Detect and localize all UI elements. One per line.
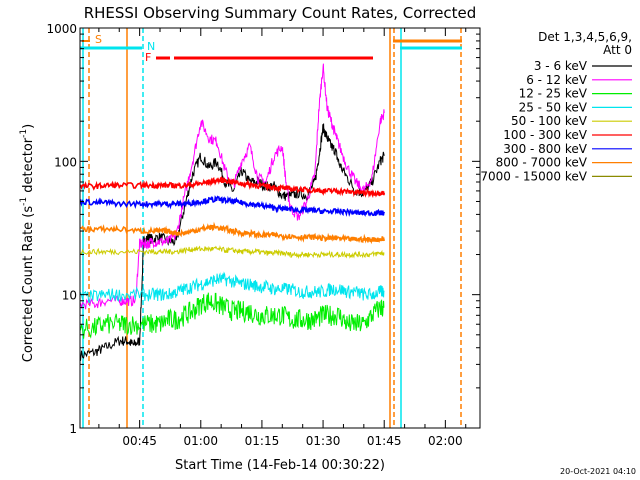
x-tick-label: 01:45 xyxy=(367,434,402,448)
legend-label: 12 - 25 keV xyxy=(519,87,588,101)
legend-label: 25 - 50 keV xyxy=(519,100,588,114)
series-line-100-300kev xyxy=(79,176,385,199)
flag-label-s: S xyxy=(95,33,102,46)
series-layer xyxy=(79,63,385,361)
series-line-800-7000kev xyxy=(80,221,385,245)
y-axis-label: Corrected Count Rate (s-1 detector-1) xyxy=(19,124,36,362)
y-tick-label: 10 xyxy=(62,289,77,303)
x-axis-label: Start Time (14-Feb-14 00:30:22) xyxy=(175,458,385,473)
plot-frame xyxy=(79,27,481,429)
series-line-50-100kev xyxy=(80,245,385,260)
legend-label: 6 - 12 keV xyxy=(526,73,588,87)
legend-label: 50 - 100 keV xyxy=(511,114,588,128)
series-line-25-50kev xyxy=(80,271,385,304)
flag-label-f: F xyxy=(145,51,151,64)
series-line-6-12kev xyxy=(80,63,385,310)
x-tick-label: 01:00 xyxy=(183,434,218,448)
legend-label: 800 - 7000 keV xyxy=(496,156,588,170)
legend-header-line2: Att 0 xyxy=(603,43,632,57)
mode-overlays xyxy=(82,28,462,428)
chart-title: RHESSI Observing Summary Count Rates, Co… xyxy=(84,4,477,22)
legend-label: 300 - 800 keV xyxy=(503,142,587,156)
legend-label: 3 - 6 keV xyxy=(534,59,588,73)
series-line-3-6kev xyxy=(80,123,385,361)
flag-label-n: N xyxy=(147,40,155,53)
flag-bars: S NF xyxy=(80,33,462,64)
x-axis: 00:45 01:00 01:15 01:30 01:45 02:00 xyxy=(98,28,467,448)
y-tick-label: 100 xyxy=(54,155,77,169)
y-tick-label: 1 xyxy=(69,422,77,436)
legend-header-line1: Det 1,3,4,5,6,9, xyxy=(538,30,632,44)
x-tick-label: 01:30 xyxy=(306,434,341,448)
x-tick-label: 02:00 xyxy=(428,434,463,448)
x-tick-label: 01:15 xyxy=(245,434,280,448)
y-tick-label: 1000 xyxy=(46,22,77,36)
legend-label: 100 - 300 keV xyxy=(503,128,587,142)
footer-date: 20-Oct-2021 04:10 xyxy=(560,467,636,476)
legend-label: 7000 - 15000 keV xyxy=(480,169,587,183)
x-tick-label: 00:45 xyxy=(122,434,157,448)
series-line-12-25kev xyxy=(80,292,385,339)
series-line-300-800kev xyxy=(79,195,385,217)
y-axis: 1 10 100 1000 xyxy=(46,22,480,436)
